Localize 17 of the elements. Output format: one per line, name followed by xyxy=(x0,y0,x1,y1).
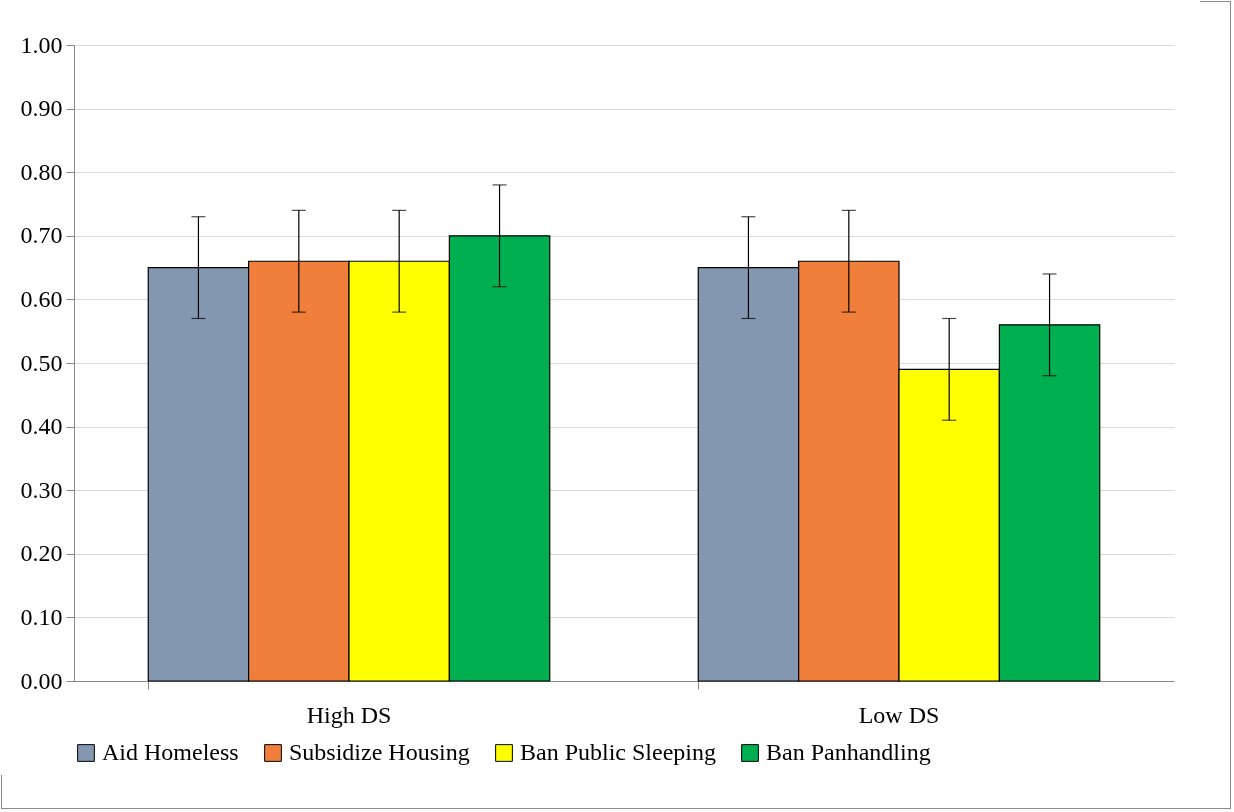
x-tick-label: High DS xyxy=(306,701,392,728)
y-tick-label: 0.90 xyxy=(20,95,63,122)
y-tick-label: 0.00 xyxy=(20,667,63,694)
legend-label: Ban Panhandling xyxy=(766,739,931,765)
y-tick-label: 0.10 xyxy=(20,603,63,630)
y-tick-label: 0.30 xyxy=(20,476,63,503)
y-tick-label: 0.70 xyxy=(20,222,63,249)
x-tick-label: Low DS xyxy=(858,701,940,728)
y-tick-label: 0.50 xyxy=(20,349,63,376)
legend-label: Ban Public Sleeping xyxy=(520,739,716,765)
y-tick-label: 0.80 xyxy=(20,158,63,185)
y-tick-label: 1.00 xyxy=(20,31,63,58)
y-tick-label: 0.20 xyxy=(20,540,63,567)
legend-label: Aid Homeless xyxy=(102,739,239,765)
y-tick-label: 0.60 xyxy=(20,285,63,312)
legend-label: Subsidize Housing xyxy=(289,739,470,765)
y-tick-label: 0.40 xyxy=(20,413,63,440)
